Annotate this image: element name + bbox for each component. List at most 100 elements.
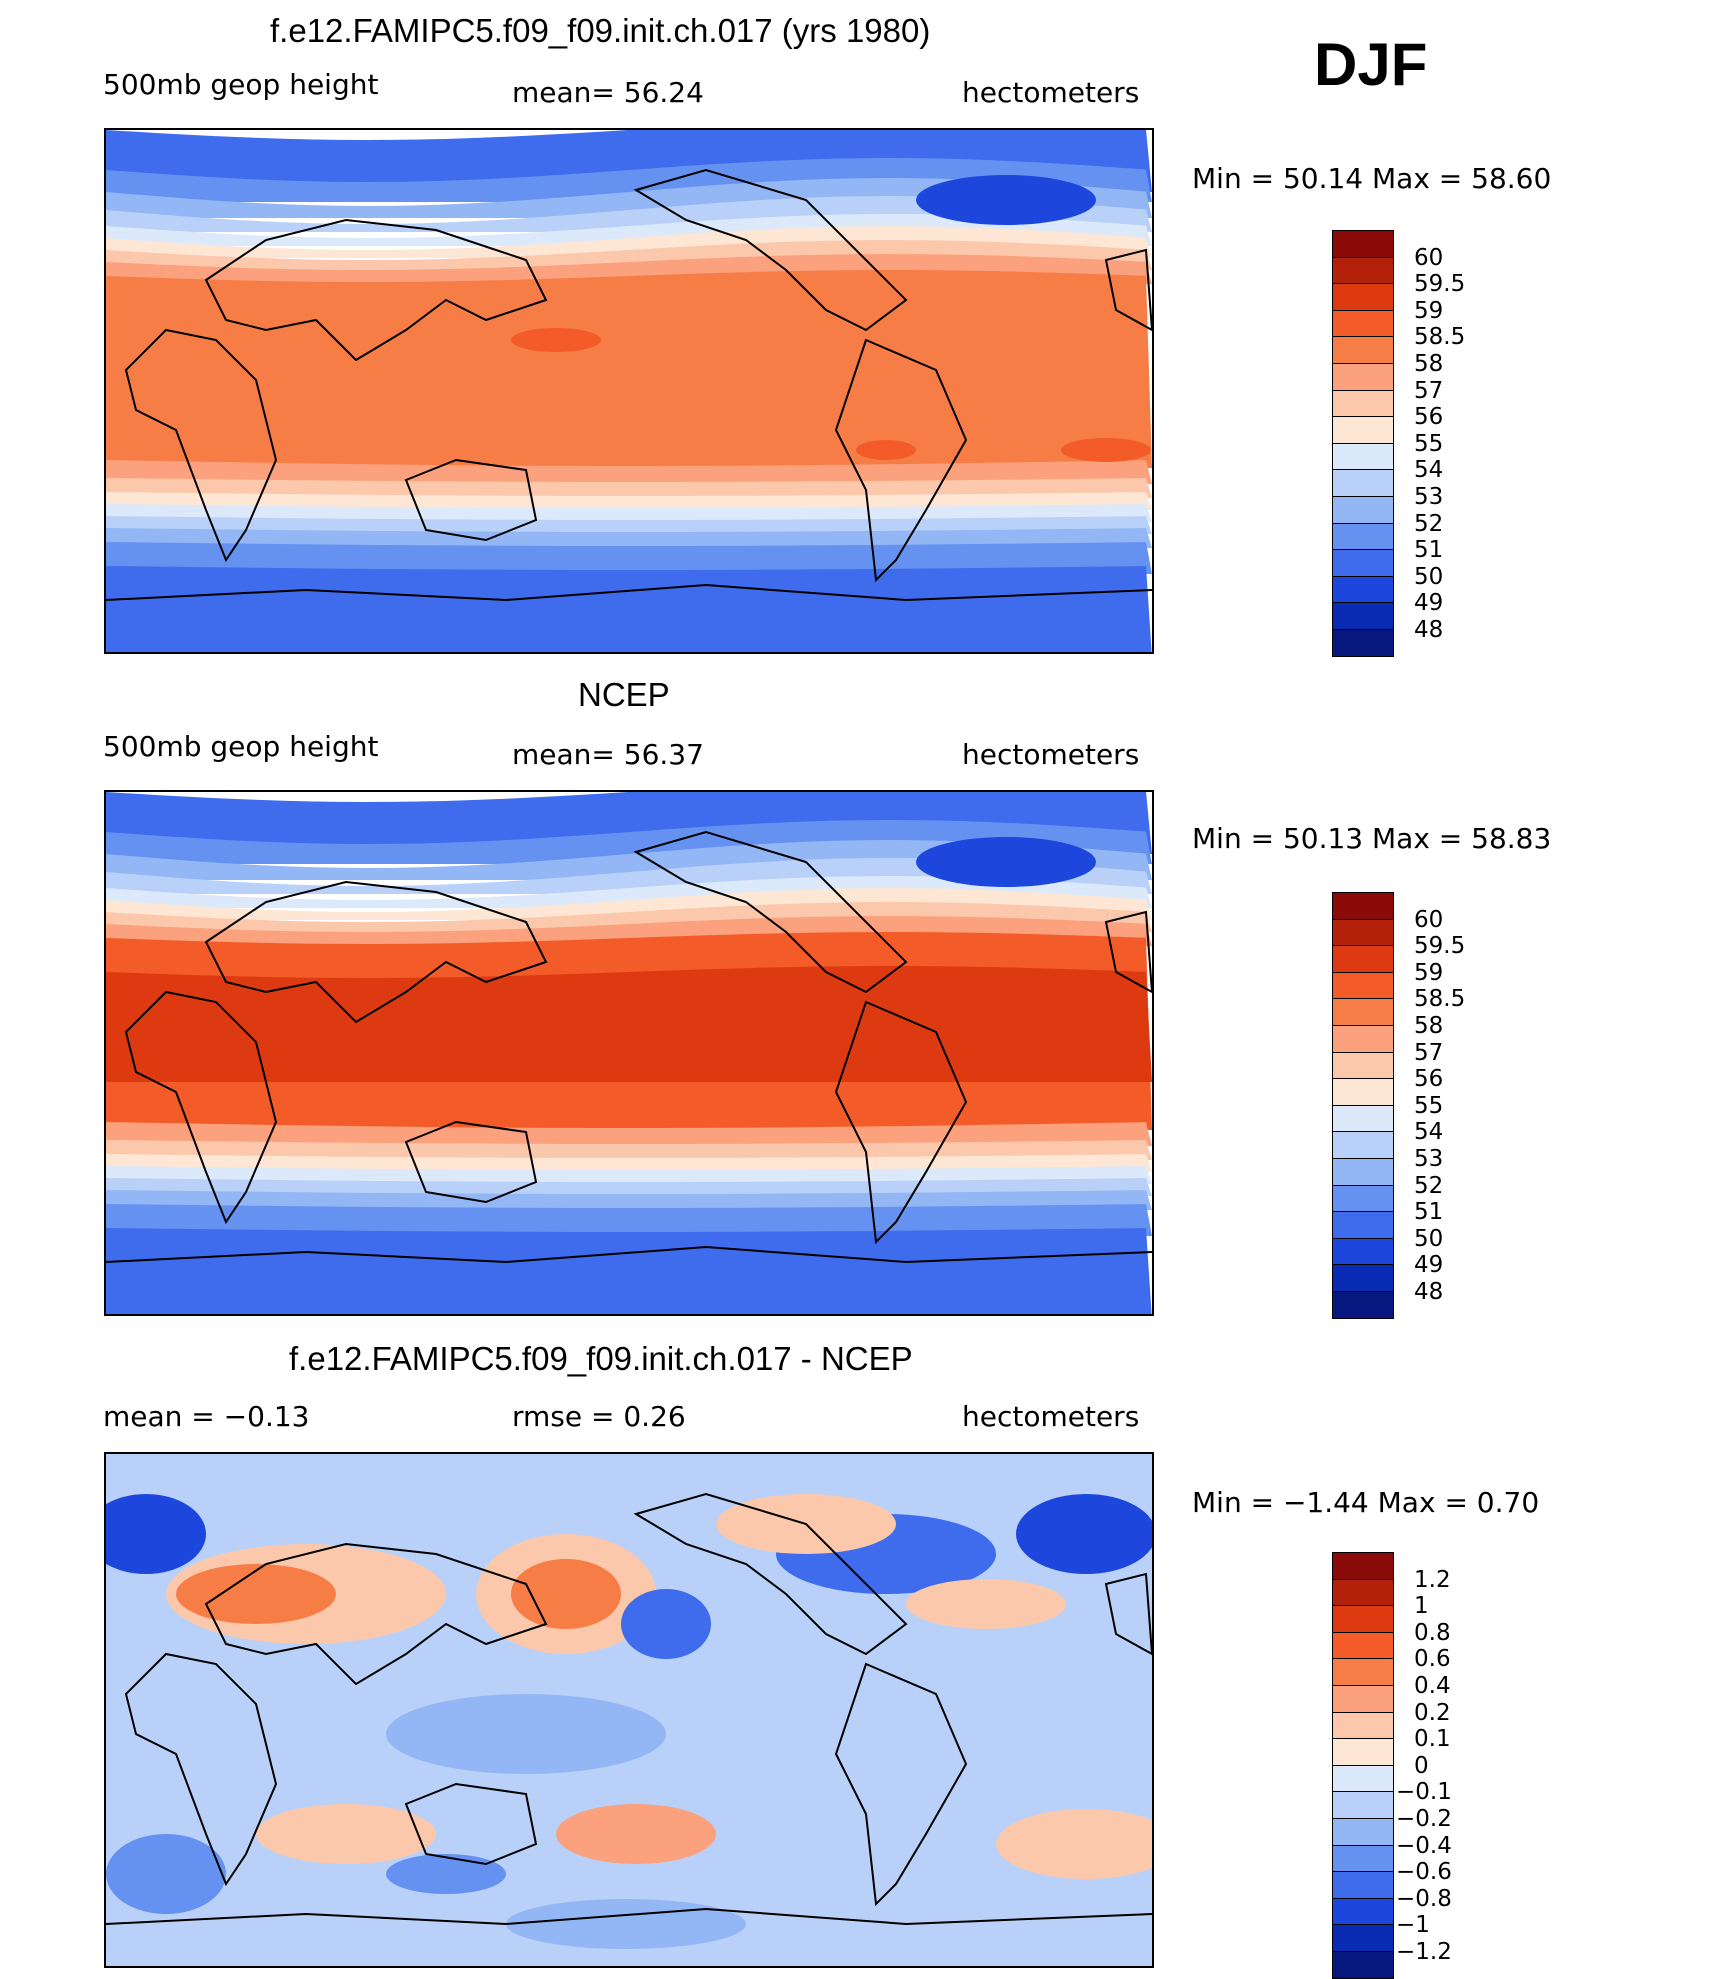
coastline <box>124 990 278 1225</box>
colorbar-label: 53 <box>1414 484 1444 510</box>
panel2-units-label: hectometers <box>962 738 1140 771</box>
contour-anomaly <box>1016 1494 1152 1574</box>
contour-band <box>106 566 1152 652</box>
colorbar-label: 55 <box>1414 1092 1444 1119</box>
colorbar-swatch <box>1332 1924 1394 1951</box>
colorbar-swatch <box>1332 1738 1394 1765</box>
panel1-minmax: Min = 50.14 Max = 58.60 <box>1192 162 1552 195</box>
colorbar-label: 59 <box>1414 297 1444 324</box>
contour-anomaly <box>906 1579 1066 1629</box>
panel2-variable-label: 500mb geop height <box>103 730 379 763</box>
coastline <box>834 1662 968 1907</box>
colorbar-swatch <box>1332 416 1394 443</box>
coastline <box>633 830 908 994</box>
colorbar-swatch <box>1332 1605 1394 1632</box>
colorbar-swatch <box>1332 1051 1394 1079</box>
colorbar-label: −0.2 <box>1396 1806 1452 1832</box>
coastline <box>106 1907 1152 1926</box>
panel3-colorbar <box>1332 1552 1394 1979</box>
panel3-map <box>104 1452 1154 1968</box>
colorbar-label: 48 <box>1414 617 1444 643</box>
colorbar-swatch <box>1332 1264 1394 1291</box>
colorbar-swatch <box>1332 1631 1394 1659</box>
coastline <box>124 328 278 563</box>
colorbar-swatch <box>1332 1658 1394 1685</box>
contour-anomaly <box>916 175 1096 225</box>
colorbar-swatch <box>1332 1104 1394 1132</box>
coastline <box>1104 910 1152 994</box>
coastline <box>106 583 1152 602</box>
colorbar-label: 58 <box>1414 351 1444 377</box>
colorbar-label: 58 <box>1414 1013 1444 1039</box>
colorbar-swatch <box>1332 549 1394 576</box>
coastline <box>404 1120 538 1204</box>
coastline <box>106 1245 1152 1264</box>
contour-band <box>106 516 1152 534</box>
colorbar-swatch <box>1332 336 1394 363</box>
contour-anomaly <box>386 1694 666 1774</box>
colorbar-swatch <box>1332 1211 1394 1238</box>
colorbar-swatch <box>1332 442 1394 470</box>
panel3-mean-label: mean = −0.13 <box>103 1400 310 1433</box>
colorbar-swatch <box>1332 495 1394 523</box>
colorbar-swatch <box>1332 1578 1394 1606</box>
colorbar-swatch <box>1332 256 1394 284</box>
coastline <box>834 338 968 583</box>
contour-band <box>106 1154 1152 1172</box>
colorbar-swatch <box>1332 1684 1394 1712</box>
colorbar-label: 54 <box>1414 457 1444 484</box>
colorbar-label: 50 <box>1414 1225 1444 1252</box>
contour-anomaly <box>256 1804 436 1864</box>
contour-anomaly <box>621 1589 711 1659</box>
colorbar-label: 56 <box>1414 1066 1444 1093</box>
colorbar-label: 49 <box>1414 590 1444 617</box>
colorbar-label: 0.2 <box>1414 1699 1451 1726</box>
colorbar-label: −0.6 <box>1396 1859 1452 1886</box>
contour-band <box>106 1178 1152 1196</box>
colorbar-swatch <box>1332 1711 1394 1739</box>
panel1-variable-label: 500mb geop height <box>103 68 379 101</box>
colorbar-swatch <box>1332 918 1394 946</box>
contour-anomaly <box>1061 438 1151 462</box>
colorbar-label: −0.4 <box>1396 1832 1452 1859</box>
colorbar-swatch <box>1332 1764 1394 1792</box>
colorbar-label: 49 <box>1414 1252 1444 1279</box>
contour-band <box>106 966 1152 1082</box>
colorbar-label: 0.6 <box>1414 1646 1451 1673</box>
contour-band <box>106 270 1152 468</box>
coastlines <box>106 830 1152 1264</box>
panel1-mean-label: mean= 56.24 <box>512 76 704 109</box>
colorbar-label: 1.2 <box>1414 1566 1451 1593</box>
colorbar-label: 55 <box>1414 430 1444 457</box>
contour-anomaly <box>386 1854 506 1894</box>
coastline <box>204 1542 548 1686</box>
colorbar-label: 0.4 <box>1414 1673 1451 1699</box>
panel1-units-label: hectometers <box>962 76 1140 109</box>
colorbar-label: 57 <box>1414 377 1444 404</box>
panel2-minmax: Min = 50.13 Max = 58.83 <box>1192 822 1552 855</box>
colorbar-label: 48 <box>1414 1279 1444 1305</box>
colorbar-swatch <box>1332 1844 1394 1872</box>
colorbar-label: −1.2 <box>1396 1939 1452 1965</box>
colorbar-swatch <box>1332 1078 1394 1105</box>
colorbar-label: −0.8 <box>1396 1885 1452 1912</box>
colorbar-swatch <box>1332 1950 1394 1979</box>
panel1-map <box>104 128 1154 654</box>
panel2-contour-field <box>106 792 1152 1314</box>
coastline <box>834 1000 968 1245</box>
panel3-contour-field <box>106 1454 1152 1966</box>
contour-band <box>106 1122 1152 1146</box>
panel1-title: f.e12.FAMIPC5.f09_f09.init.ch.017 (yrs 1… <box>270 12 931 49</box>
contour-band <box>106 460 1152 484</box>
colorbar-swatch <box>1332 1237 1394 1265</box>
contour-band <box>106 1166 1152 1184</box>
colorbar-label: 52 <box>1414 510 1444 537</box>
panel2-map <box>104 790 1154 1316</box>
coastline <box>404 1782 538 1866</box>
contour-band <box>106 1228 1152 1314</box>
colorbar-label: −1 <box>1396 1912 1430 1939</box>
colorbar-swatch <box>1332 230 1394 257</box>
colorbar-label: 58.5 <box>1414 324 1466 351</box>
panel3-rmse-label: rmse = 0.26 <box>512 1400 686 1433</box>
colorbar-swatch <box>1332 522 1394 550</box>
